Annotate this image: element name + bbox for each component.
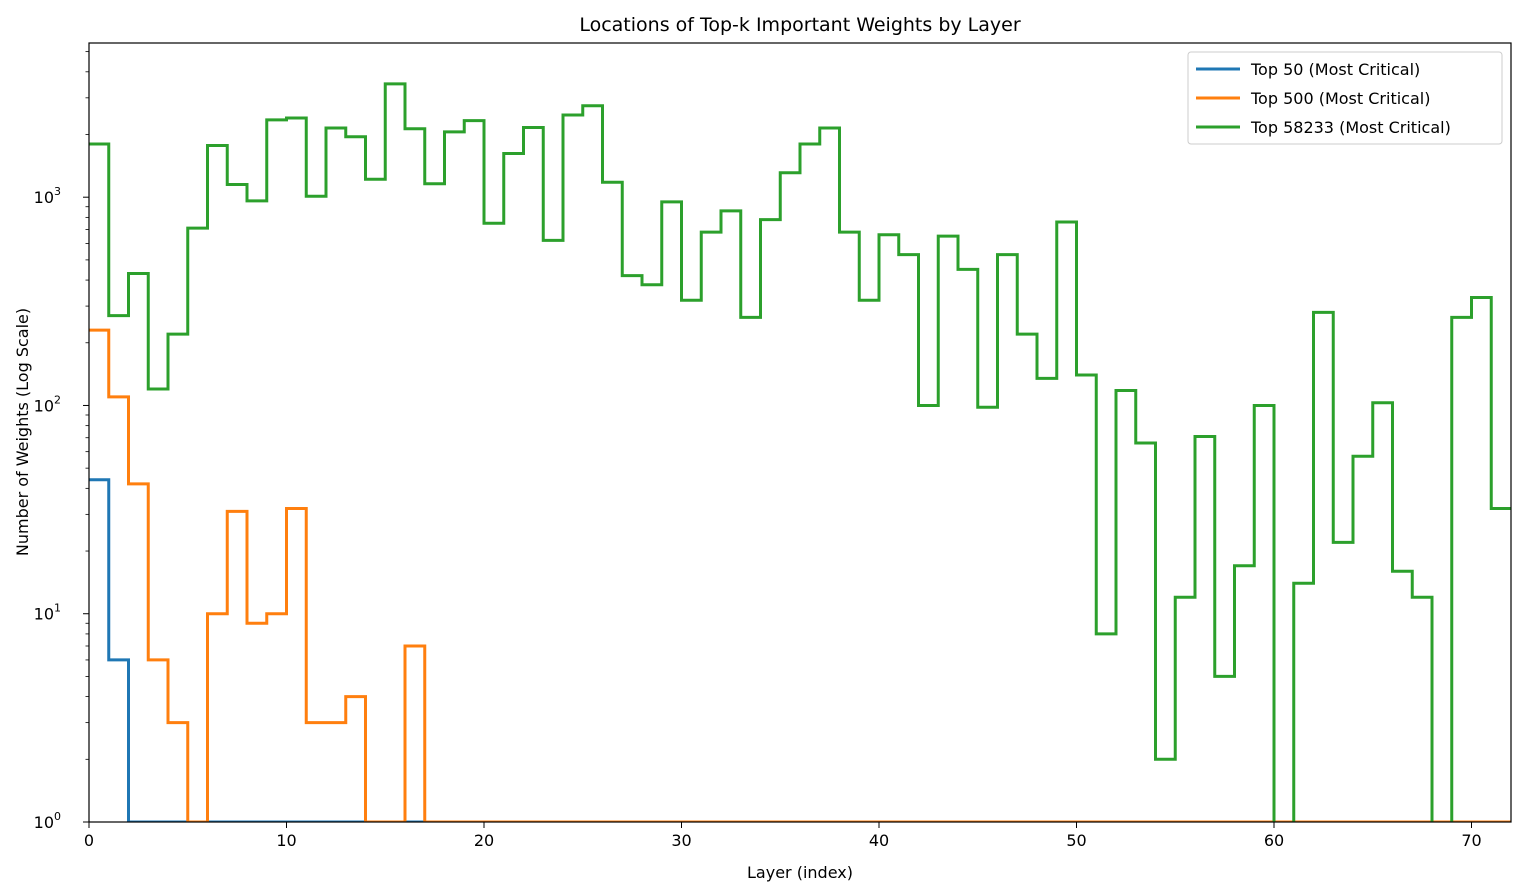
series-line-0 [89,478,1511,822]
x-tick-label: 70 [1461,831,1481,850]
y-tick-label: 101 [34,602,61,624]
series-line-1 [89,328,1511,822]
x-tick-label: 0 [84,831,94,850]
x-tick-label: 30 [671,831,691,850]
chart-title: Locations of Top-k Important Weights by … [579,14,1020,36]
x-tick-label: 40 [869,831,889,850]
y-axis-label: Number of Weights (Log Scale) [13,308,32,556]
x-tick-label: 20 [474,831,494,850]
x-tick-label: 10 [276,831,296,850]
plot-frame [88,42,1512,823]
y-tick-label: 102 [34,393,61,415]
legend-label-top50: Top 50 (Most Critical) [1250,60,1420,79]
legend-label-top500: Top 500 (Most Critical) [1250,89,1430,108]
legend-frame [1187,51,1503,145]
legend-label-top58233: Top 58233 (Most Critical) [1250,118,1451,137]
x-tick-label: 50 [1066,831,1086,850]
y-tick-label: 103 [34,185,61,207]
y-tick-label: 100 [34,810,61,832]
x-axis-label: Layer (index) [747,863,853,882]
series-line-2 [89,82,1511,822]
legend: Top 50 (Most Critical) Top 500 (Most Cri… [1187,51,1503,145]
x-tick-label: 60 [1264,831,1284,850]
